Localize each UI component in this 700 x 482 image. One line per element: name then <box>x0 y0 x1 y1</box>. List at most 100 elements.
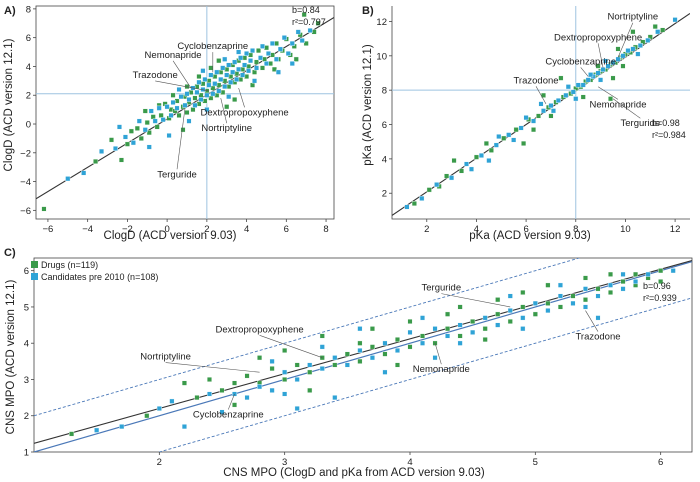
drug-point <box>118 157 124 163</box>
drug-point <box>432 340 438 346</box>
drug-point <box>357 340 363 346</box>
candidate-point <box>206 82 212 88</box>
drug-point <box>232 402 238 408</box>
panel-a-annotation-label: Trazodone <box>133 70 178 81</box>
panel-b-x-tick-label: 10 <box>620 224 631 235</box>
panel-b-annotation-label: Nemonapride <box>589 99 646 110</box>
panel-a-x-tick-label: 8 <box>323 224 328 235</box>
drug-point <box>620 63 626 69</box>
drug-point <box>558 75 564 81</box>
candidate-point <box>182 102 188 108</box>
candidate-point <box>240 72 246 78</box>
drug-point <box>457 333 463 339</box>
drug-point <box>507 318 513 324</box>
drug-point <box>150 114 156 120</box>
candidate-point <box>545 308 551 314</box>
drug-point <box>411 201 417 207</box>
panel-a-annotation-leader <box>238 87 245 108</box>
candidate-point <box>277 46 283 52</box>
panel-b-annotation-label: Terguride <box>621 118 661 129</box>
drug-point <box>630 29 636 35</box>
candidate-point <box>575 82 581 88</box>
candidate-point <box>605 63 611 69</box>
candidate-point <box>670 268 676 274</box>
panel-a-annotation-label: Terguride <box>157 169 197 180</box>
candidate-point <box>81 170 87 176</box>
candidate-point <box>434 182 440 188</box>
drug-point <box>557 304 563 310</box>
candidate-point <box>511 137 517 143</box>
candidate-point <box>620 271 626 277</box>
candidate-point <box>222 84 228 90</box>
drug-point <box>582 297 588 303</box>
candidate-point <box>540 108 546 114</box>
candidate-point <box>269 40 275 46</box>
candidate-point <box>269 358 275 364</box>
panel-c-x-tick-label: 3 <box>282 457 287 468</box>
candidate-point <box>507 293 513 299</box>
candidate-point <box>282 391 288 397</box>
candidate-point <box>344 362 350 368</box>
drug-point <box>282 347 288 353</box>
candidate-point <box>495 322 501 328</box>
panel-a-frame <box>35 5 335 220</box>
drug-point <box>307 369 313 375</box>
candidate-point <box>382 340 388 346</box>
candidate-point <box>269 387 275 393</box>
panel-c-legend: Drugs (n=119) Candidates pre 2010 (n=108… <box>31 260 158 282</box>
panel-c-annotation-leader <box>441 293 511 308</box>
panel-c-annotation-leader <box>434 343 442 365</box>
candidate-point <box>142 127 148 133</box>
candidate-point <box>615 56 621 62</box>
candidate-point <box>319 366 325 372</box>
panel-a-y-tick-label: 0 <box>26 120 31 131</box>
candidate-point <box>482 315 488 321</box>
candidate-point <box>610 60 616 66</box>
candidate-point <box>282 369 288 375</box>
drug-point <box>444 173 450 179</box>
candidate-point <box>532 300 538 306</box>
drug-point <box>256 48 262 54</box>
panel-c-x-tick-label: 2 <box>157 457 162 468</box>
candidate-point <box>148 108 154 114</box>
candidate-point <box>595 70 601 76</box>
candidate-point <box>496 134 502 140</box>
drug-point <box>232 380 238 386</box>
panel-b-annotation-label: Nortriptyline <box>608 12 659 23</box>
candidate-point <box>160 117 166 123</box>
candidate-point <box>226 94 232 100</box>
drug-point <box>128 128 134 134</box>
candidate-point <box>307 27 313 33</box>
panel-a-x-tick-label: −2 <box>122 224 133 235</box>
drug-point <box>41 206 47 212</box>
candidate-point <box>585 77 591 83</box>
candidate-point <box>281 35 287 41</box>
candidate-point <box>116 124 122 130</box>
drug-point <box>652 24 658 30</box>
candidate-point <box>122 134 128 140</box>
candidate-point <box>146 144 152 150</box>
drug-point <box>545 282 551 288</box>
panel-c-slope-label: b=0.96 <box>643 281 671 291</box>
drug-point <box>548 113 554 119</box>
panel-b-x-tick-label: 6 <box>523 224 528 235</box>
drug-point <box>250 82 256 88</box>
candidate-point <box>204 92 210 98</box>
drug-point <box>93 158 99 164</box>
drug-point <box>257 355 263 361</box>
panel-b-x-tick-label: 12 <box>670 224 681 235</box>
candidate-point <box>238 55 244 61</box>
drug-point <box>520 304 526 310</box>
panel-c-letter: C) <box>4 247 16 259</box>
panel-a-annotation-label: Dextropropoxyphene <box>200 107 288 118</box>
panel-b-slope-label: b=0.98 <box>652 118 680 128</box>
candidate-point <box>464 161 470 167</box>
panel-c-y-tick-label: 6 <box>24 266 29 277</box>
candidate-point <box>169 398 175 404</box>
panel-a-x-tick-label: 4 <box>244 224 249 235</box>
drug-point <box>495 311 501 317</box>
panel-b-scatter: 2 4 6 8 10 12 2 4 6 8 10 12 Nortriptyline Dextropropo… <box>362 5 690 242</box>
drug-point <box>595 63 601 69</box>
candidate-point <box>186 97 192 103</box>
